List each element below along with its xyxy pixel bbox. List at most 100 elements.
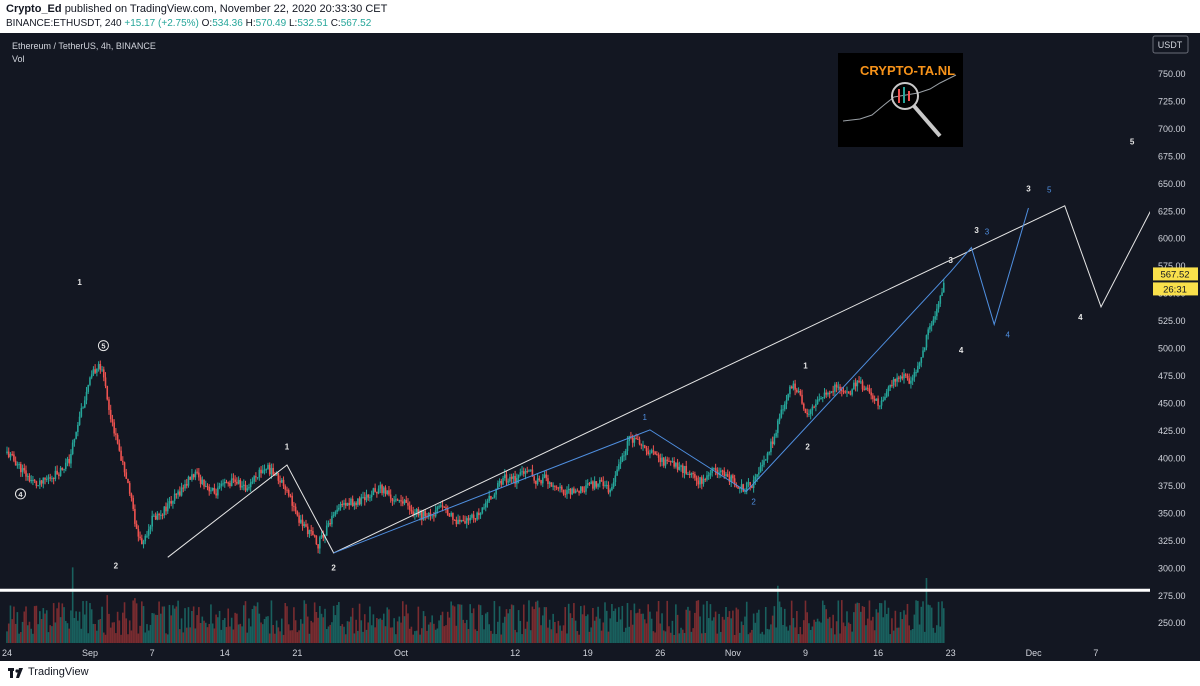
candle-body (144, 535, 147, 542)
volume-bar (481, 615, 484, 643)
price-tick-label: 500.00 (1158, 344, 1186, 354)
author-name[interactable]: Crypto_Ed (6, 3, 62, 15)
volume-bar (502, 622, 504, 643)
volume-bar (338, 602, 340, 643)
candle-body (372, 488, 375, 496)
volume-bar (704, 632, 707, 643)
candle-body (593, 481, 596, 489)
volume-bar (123, 602, 126, 643)
candle-body (721, 470, 724, 472)
volume-bar (528, 600, 530, 643)
candle-body (744, 491, 746, 493)
wave-label-white: 4 (18, 490, 23, 499)
candle-body (714, 468, 717, 471)
volume-bar (113, 622, 115, 643)
volume-bar (75, 611, 77, 643)
candle-body (251, 481, 254, 483)
volume-bar (277, 627, 280, 643)
candle-body (329, 523, 331, 525)
volume-bar (543, 607, 546, 643)
volume-bar (446, 611, 449, 643)
candle-body (70, 454, 72, 464)
volume-bar (618, 607, 620, 643)
volume-bar (130, 630, 133, 643)
candle-body (609, 490, 611, 493)
candle-body (839, 386, 841, 390)
candle-body (125, 472, 128, 479)
candle-body (227, 482, 230, 484)
candle-body (58, 474, 60, 476)
tradingview-logo-icon[interactable] (8, 667, 24, 679)
volume-bar (215, 614, 217, 643)
candle-body (319, 537, 321, 549)
volume-bar (851, 631, 853, 643)
volume-bar (379, 618, 382, 643)
volume-bar (877, 612, 879, 643)
candle-body (191, 474, 193, 480)
candle-body (362, 497, 364, 499)
volume-bar (363, 614, 366, 643)
candle-body (941, 292, 943, 296)
candle-body (802, 403, 805, 409)
currency-label: USDT (1158, 40, 1183, 50)
volume-bar (403, 616, 406, 643)
candle-body (175, 493, 178, 495)
volume-bar (267, 616, 269, 643)
candle-body (123, 462, 126, 473)
volume-bar (564, 607, 567, 643)
candle-body (600, 479, 603, 482)
volume-bar (545, 607, 548, 643)
candle-body (495, 488, 497, 495)
candle-body (726, 474, 729, 477)
volume-bar (448, 617, 451, 643)
candle-body (179, 491, 181, 496)
candle-body (350, 498, 352, 506)
time-axis-bg (0, 643, 1200, 661)
volume-bar (771, 615, 774, 643)
price-axis[interactable]: USDT 250.00 275.00 300.00 325.00 350.00 375.0… (1150, 33, 1200, 661)
candle-body (730, 475, 732, 482)
candle-body (391, 498, 394, 501)
volume-bar (429, 622, 432, 643)
candle-body (120, 450, 122, 461)
candle-body (823, 392, 826, 398)
currency-badge[interactable] (1152, 35, 1189, 54)
candle-body (113, 422, 115, 434)
elliott-wave-lines[interactable] (167, 156, 1180, 558)
candle-body (517, 474, 520, 478)
candle-body (51, 477, 53, 479)
volume-bar (777, 585, 779, 643)
volume-bar (334, 615, 337, 643)
volume-bar (180, 618, 183, 643)
candle-body (885, 391, 888, 397)
candle-body (478, 512, 480, 516)
tradingview-brand[interactable]: TradingView (28, 666, 89, 678)
candle-body (284, 486, 287, 490)
volume-bar (872, 616, 874, 643)
candle-body (796, 389, 798, 392)
volume-bar (426, 630, 428, 643)
volume-bar (287, 624, 290, 643)
candle-body (801, 394, 803, 404)
candle-body (573, 488, 575, 493)
candle-body (604, 484, 606, 486)
volume-bar (16, 612, 19, 643)
volume-bar (856, 602, 859, 643)
volume-bar (813, 619, 815, 643)
volume-bar (590, 627, 592, 643)
volume-bar (106, 595, 109, 643)
candle-body (599, 479, 601, 484)
time-axis[interactable]: 24 Sep 7 14 21 Oct 12 19 26 Nov 9 16 23 Dec 7 (0, 643, 1200, 661)
volume-bar (758, 609, 760, 643)
volume-bar (61, 603, 64, 643)
candle-body (452, 513, 454, 520)
volume-bar (621, 605, 624, 643)
candle-body (652, 450, 655, 452)
candle-body (887, 387, 890, 392)
volume-bar (892, 630, 895, 643)
volume-bar (559, 625, 561, 643)
volume-bar (593, 620, 596, 643)
volume-bar (503, 616, 506, 643)
